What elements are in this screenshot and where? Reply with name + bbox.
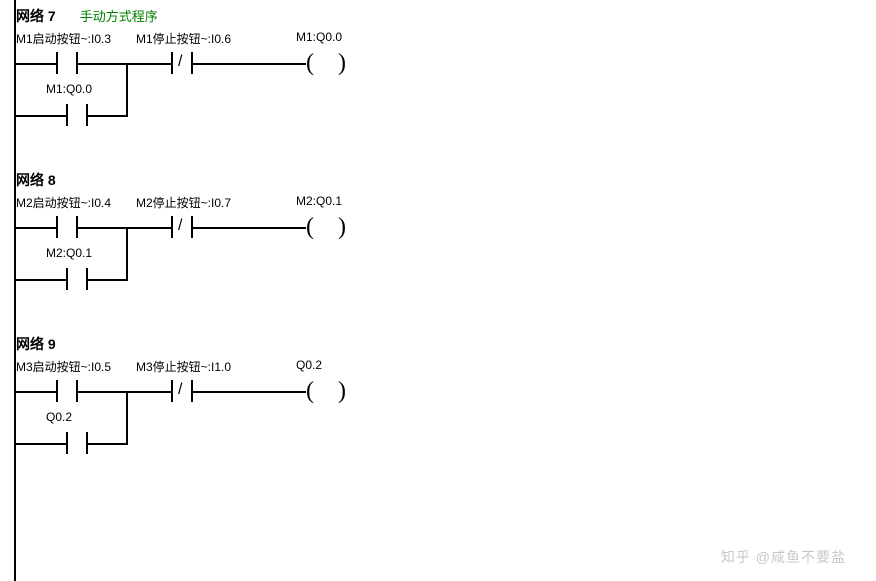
wire-segment	[86, 115, 126, 117]
output-coil: ()	[306, 214, 370, 241]
branch-join-line	[126, 391, 128, 445]
wire-segment	[76, 227, 126, 229]
nc-slash-icon: /	[178, 217, 182, 235]
wire-segment	[86, 443, 126, 445]
main-rung: / ()	[16, 210, 876, 246]
network-title: 网络 9	[16, 334, 56, 354]
branch-contact-label: M1:Q0.0	[46, 82, 92, 96]
contact-bar	[66, 268, 68, 290]
branch-rung	[16, 262, 876, 298]
contact2-label: M2停止按钮~:I0.7	[136, 194, 231, 211]
wire-segment	[16, 227, 56, 229]
wire-segment	[76, 63, 126, 65]
wire-segment	[16, 391, 56, 393]
contact-bar	[56, 380, 58, 402]
contact-bar	[66, 432, 68, 454]
watermark: 知乎 @咸鱼不要盐	[721, 547, 846, 567]
rung-labels: M3启动按钮~:I0.5 M3停止按钮~:I1.0 Q0.2	[16, 358, 876, 374]
output-coil: ()	[306, 378, 370, 405]
network-3: 网络 9 M3启动按钮~:I0.5 M3停止按钮~:I1.0 Q0.2 / () Q0.2	[0, 328, 876, 462]
contact-bar	[66, 104, 68, 126]
wire-segment	[126, 227, 171, 229]
coil-label: Q0.2	[296, 358, 322, 372]
contact2-label: M1停止按钮~:I0.6	[136, 30, 231, 47]
nc-slash-icon: /	[178, 381, 182, 399]
contact-bar	[171, 380, 173, 402]
wire-segment	[191, 391, 306, 393]
contact1-label: M2启动按钮~:I0.4	[16, 194, 111, 211]
wire-segment	[126, 63, 171, 65]
coil-label: M1:Q0.0	[296, 30, 342, 44]
main-rung: / ()	[16, 374, 876, 410]
network-2: 网络 8 M2启动按钮~:I0.4 M2停止按钮~:I0.7 M2:Q0.1 / () M2…	[0, 164, 876, 298]
contact2-label: M3停止按钮~:I1.0	[136, 358, 231, 375]
output-coil: ()	[306, 50, 370, 77]
branch-rung	[16, 98, 876, 134]
wire-segment	[126, 391, 171, 393]
contact-bar	[171, 216, 173, 238]
branch-contact-label: Q0.2	[46, 410, 72, 424]
branch-join-line	[126, 227, 128, 281]
contact1-label: M1启动按钮~:I0.3	[16, 30, 111, 47]
network-title: 网络 8	[16, 170, 56, 190]
coil-label: M2:Q0.1	[296, 194, 342, 208]
rung-labels: M1启动按钮~:I0.3 M1停止按钮~:I0.6 M1:Q0.0	[16, 30, 876, 46]
contact-bar	[171, 52, 173, 74]
network-1: 网络 7 手动方式程序 M1启动按钮~:I0.3 M1停止按钮~:I0.6 M1:Q0.…	[0, 0, 876, 134]
nc-slash-icon: /	[178, 53, 182, 71]
wire-segment	[76, 391, 126, 393]
branch-rung	[16, 426, 876, 462]
contact-bar	[56, 52, 58, 74]
wire-segment	[16, 279, 66, 281]
wire-segment	[16, 115, 66, 117]
main-rung: / ()	[16, 46, 876, 82]
wire-segment	[16, 63, 56, 65]
wire-segment	[86, 279, 126, 281]
network-title: 网络 7	[16, 6, 56, 26]
wire-segment	[16, 443, 66, 445]
wire-segment	[191, 63, 306, 65]
contact-bar	[56, 216, 58, 238]
network-comment: 手动方式程序	[80, 6, 158, 25]
branch-join-line	[126, 63, 128, 117]
rung-labels: M2启动按钮~:I0.4 M2停止按钮~:I0.7 M2:Q0.1	[16, 194, 876, 210]
branch-contact-label: M2:Q0.1	[46, 246, 92, 260]
contact1-label: M3启动按钮~:I0.5	[16, 358, 111, 375]
wire-segment	[191, 227, 306, 229]
